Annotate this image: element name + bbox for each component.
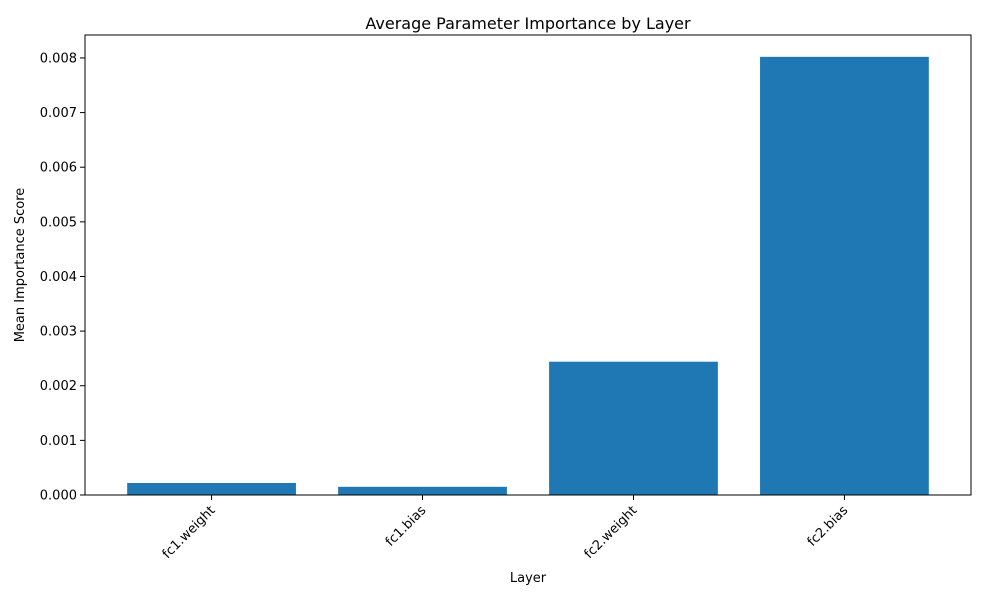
x-tick-label: fc1.weight <box>160 503 219 562</box>
plot-frame <box>84 34 972 496</box>
bar-fc1-weight <box>127 482 296 495</box>
y-axis: 0.000 0.001 0.002 0.003 0.004 0.005 0.006 0.007… <box>40 51 85 504</box>
x-axis-label: Layer <box>510 571 547 586</box>
bar-fc1-bias <box>338 486 507 495</box>
x-tick-label: fc1.bias <box>383 503 430 550</box>
y-tick-label: 0.007 <box>40 106 77 121</box>
y-tick-label: 0.000 <box>40 489 77 504</box>
y-axis-label: Mean Importance Score <box>13 188 28 343</box>
y-tick-label: 0.001 <box>40 434 77 449</box>
y-tick-label: 0.005 <box>40 215 77 230</box>
x-tick-label: fc2.bias <box>805 503 852 550</box>
bars-group <box>127 56 929 495</box>
y-tick-label: 0.003 <box>40 325 77 340</box>
y-tick-label: 0.008 <box>40 51 77 66</box>
y-tick-label: 0.002 <box>40 379 77 394</box>
chart-title: Average Parameter Importance by Layer <box>365 14 691 33</box>
x-tick-label: fc2.weight <box>582 503 641 562</box>
bar-fc2-weight <box>549 361 718 495</box>
y-tick-label: 0.006 <box>40 161 77 176</box>
x-axis: fc1.weight fc1.bias fc2.weight fc2.bias <box>160 495 852 562</box>
bar-fc2-bias <box>760 56 929 495</box>
y-tick-label: 0.004 <box>40 270 77 285</box>
